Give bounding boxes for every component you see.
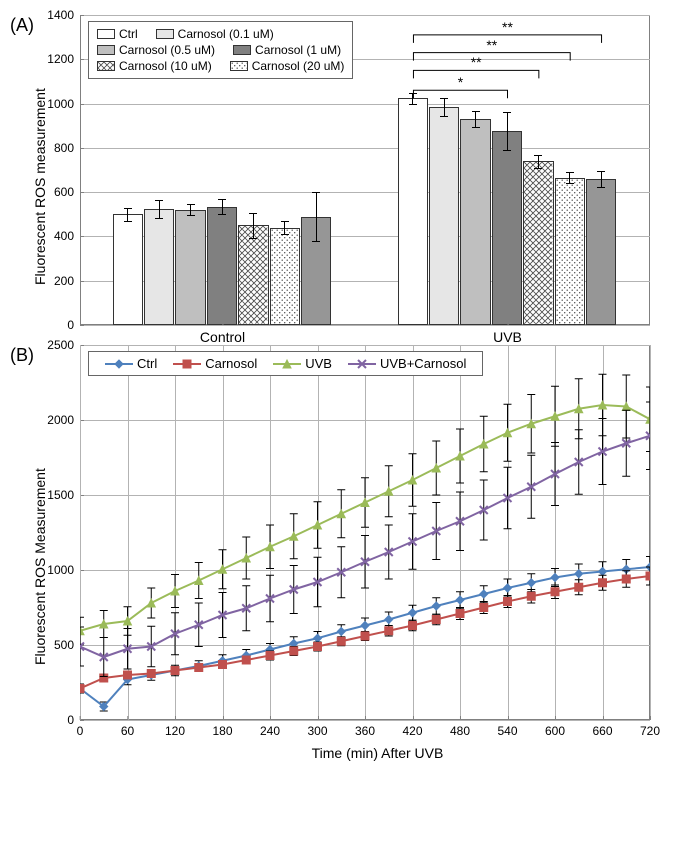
bar: [270, 228, 300, 325]
group-label: Control: [200, 325, 245, 345]
xtick: 0: [77, 720, 84, 738]
xtick: 60: [121, 720, 134, 738]
panel-b-xlabel: Time (min) After UVB: [80, 745, 675, 761]
xtick: 240: [260, 720, 280, 738]
xtick: 360: [355, 720, 375, 738]
legend-item: UVB+Carnosol: [348, 356, 466, 371]
xtick: 180: [212, 720, 232, 738]
ytick: 2500: [40, 338, 80, 352]
ytick: 0: [40, 713, 80, 727]
legend-item: UVB: [273, 356, 332, 371]
panel-a: (A) Fluorescent ROS measurement 02004006…: [10, 15, 675, 325]
panel-b-label: (B): [10, 345, 34, 366]
ytick: 0: [40, 318, 80, 332]
xtick: 120: [165, 720, 185, 738]
bar: [144, 209, 174, 325]
ytick: 500: [40, 638, 80, 652]
xtick: 420: [402, 720, 422, 738]
panel-a-label: (A): [10, 15, 34, 36]
panel-a-plot-area: 0200400600800100012001400ControlUVB*****…: [80, 15, 650, 325]
significance-label: **: [471, 54, 482, 70]
ytick: 1000: [40, 97, 80, 111]
legend-item: Carnosol (10 uM): [97, 59, 212, 73]
panel-a-chart: 0200400600800100012001400ControlUVB*****…: [80, 15, 675, 325]
legend-item: Carnosol (0.1 uM): [156, 27, 274, 41]
xtick: 720: [640, 720, 660, 738]
ytick: 800: [40, 141, 80, 155]
legend-item: Carnosol (0.5 uM): [97, 43, 215, 57]
ytick: 400: [40, 229, 80, 243]
bar: [555, 178, 585, 325]
ytick: 2000: [40, 413, 80, 427]
ytick: 600: [40, 185, 80, 199]
significance-label: **: [486, 37, 497, 53]
bar: [113, 214, 143, 325]
panel-b-legend: Ctrl Carnosol UVB UVB+Carnosol: [88, 351, 483, 376]
panel-b-plot-area: 0500100015002000250006012018024030036042…: [80, 345, 650, 720]
panel-b-chart: 0500100015002000250006012018024030036042…: [80, 345, 675, 761]
xtick: 540: [497, 720, 517, 738]
group-label: UVB: [493, 325, 522, 345]
ytick: 1400: [40, 8, 80, 22]
xtick: 660: [592, 720, 612, 738]
legend-item: Carnosol (1 uM): [233, 43, 341, 57]
panel-b: (B) Fluorescent ROS Measurement 05001000…: [10, 345, 675, 761]
ytick: 1500: [40, 488, 80, 502]
bar: [523, 161, 553, 325]
ytick: 200: [40, 274, 80, 288]
significance-label: **: [502, 19, 513, 35]
legend-item: Carnosol (20 uM): [230, 59, 345, 73]
panel-a-legend: Ctrl Carnosol (0.1 uM) Carnosol (0.5 uM) Ca…: [88, 21, 353, 79]
bar: [175, 210, 205, 325]
bar: [207, 207, 237, 325]
xtick: 480: [450, 720, 470, 738]
bar: [429, 107, 459, 325]
legend-item: Ctrl: [97, 27, 138, 41]
xtick: 300: [307, 720, 327, 738]
bar: [586, 179, 616, 325]
bar: [460, 119, 490, 325]
xtick: 600: [545, 720, 565, 738]
ytick: 1200: [40, 52, 80, 66]
bar: [492, 131, 522, 325]
significance-label: *: [458, 74, 463, 90]
legend-item: Carnosol: [173, 356, 257, 371]
bar: [398, 98, 428, 325]
ytick: 1000: [40, 563, 80, 577]
legend-item: Ctrl: [105, 356, 157, 371]
bar: [238, 225, 268, 325]
